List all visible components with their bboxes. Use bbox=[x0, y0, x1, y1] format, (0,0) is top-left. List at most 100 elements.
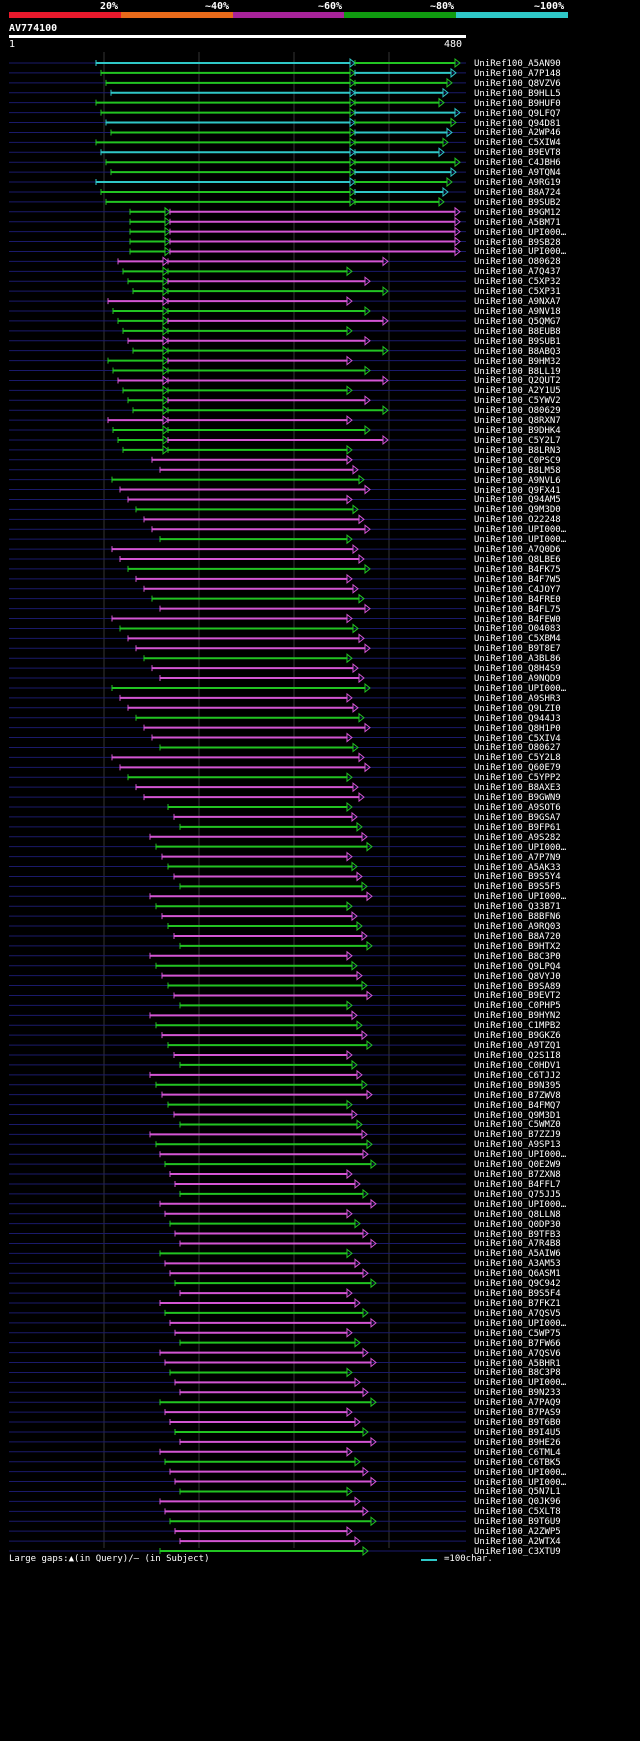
hit-label[interactable]: UniRef100_Q5QMG7 bbox=[474, 316, 561, 327]
hit-label[interactable]: UniRef100_B4FFL7 bbox=[474, 1179, 561, 1190]
hit-label[interactable]: UniRef100_B8BFN6 bbox=[474, 912, 561, 923]
hit-label[interactable]: UniRef100_Q9LFQ7 bbox=[474, 108, 561, 119]
hit-label[interactable]: UniRef100_O22248 bbox=[474, 515, 561, 526]
hit-label[interactable]: UniRef100_C5XIV4 bbox=[474, 733, 561, 744]
hit-label[interactable]: UniRef100_C5Y2L7 bbox=[474, 435, 561, 446]
hit-label[interactable]: UniRef100_Q0JK96 bbox=[474, 1497, 561, 1508]
hit-label[interactable]: UniRef100_O80628 bbox=[474, 257, 561, 268]
hit-label[interactable]: UniRef100_Q8VZV6 bbox=[474, 78, 561, 89]
hit-label[interactable]: UniRef100_A7P7N9 bbox=[474, 852, 561, 863]
hit-label[interactable]: UniRef100_Q2QUT2 bbox=[474, 376, 561, 387]
hit-label[interactable]: UniRef100_C4JBH6 bbox=[474, 158, 561, 169]
hit-label[interactable]: UniRef100_A9NQD9 bbox=[474, 674, 561, 685]
hit-label[interactable]: UniRef100_UPI000… bbox=[474, 1199, 567, 1210]
hit-label[interactable]: UniRef100_B4FL75 bbox=[474, 604, 561, 615]
hit-label[interactable]: UniRef100_A9NVL6 bbox=[474, 475, 561, 486]
hit-label[interactable]: UniRef100_C0PHP5 bbox=[474, 1001, 561, 1012]
hit-label[interactable]: UniRef100_B7FW66 bbox=[474, 1338, 561, 1349]
hit-label[interactable]: UniRef100_O04083 bbox=[474, 624, 561, 635]
hit-label[interactable]: UniRef100_B8LM58 bbox=[474, 465, 561, 476]
hit-label[interactable]: UniRef100_UPI000… bbox=[474, 247, 567, 258]
hit-label[interactable]: UniRef100_B9HE26 bbox=[474, 1437, 561, 1448]
hit-label[interactable]: UniRef100_B9S5Y4 bbox=[474, 872, 561, 883]
hit-label[interactable]: UniRef100_B9HM32 bbox=[474, 356, 561, 367]
hit-label[interactable]: UniRef100_B7ZZJ9 bbox=[474, 1130, 561, 1141]
hit-label[interactable]: UniRef100_C5WMZ0 bbox=[474, 1120, 561, 1131]
hit-label[interactable]: UniRef100_B4FMQ7 bbox=[474, 1100, 561, 1111]
hit-label[interactable]: UniRef100_Q9M3D0 bbox=[474, 505, 561, 516]
hit-label[interactable]: UniRef100_A7PAQ9 bbox=[474, 1398, 561, 1409]
hit-label[interactable]: UniRef100_C0PSC9 bbox=[474, 455, 561, 466]
hit-label[interactable]: UniRef100_C6TBK5 bbox=[474, 1457, 561, 1468]
hit-label[interactable]: UniRef100_B9I4U5 bbox=[474, 1427, 561, 1438]
hit-label[interactable]: UniRef100_B4FEW0 bbox=[474, 614, 561, 625]
hit-label[interactable]: UniRef100_B9T6B0 bbox=[474, 1418, 561, 1429]
hit-label[interactable]: UniRef100_B9N395 bbox=[474, 1080, 561, 1091]
hit-label[interactable]: UniRef100_Q8VYJ0 bbox=[474, 971, 561, 982]
hit-label[interactable]: UniRef100_B9GKZ6 bbox=[474, 1031, 561, 1042]
hit-label[interactable]: UniRef100_B4F7W5 bbox=[474, 574, 561, 585]
hit-label[interactable]: UniRef100_B7PAS9 bbox=[474, 1408, 561, 1419]
hit-label[interactable]: UniRef100_A2WP46 bbox=[474, 128, 561, 139]
hit-label[interactable]: UniRef100_A7P148 bbox=[474, 68, 561, 79]
hit-label[interactable]: UniRef100_Q33B71 bbox=[474, 902, 561, 913]
hit-label[interactable]: UniRef100_A7R4B8 bbox=[474, 1239, 561, 1250]
hit-label[interactable]: UniRef100_B9N233 bbox=[474, 1388, 561, 1399]
hit-label[interactable]: UniRef100_A9TQN4 bbox=[474, 168, 561, 179]
hit-label[interactable]: UniRef100_A5AN90 bbox=[474, 59, 561, 69]
hit-label[interactable]: UniRef100_C1MPB2 bbox=[474, 1021, 561, 1032]
hit-label[interactable]: UniRef100_O80627 bbox=[474, 743, 561, 754]
hit-label[interactable]: UniRef100_A3AM53 bbox=[474, 1259, 561, 1270]
hit-label[interactable]: UniRef100_A9SHR3 bbox=[474, 693, 561, 704]
hit-label[interactable]: UniRef100_B9SA89 bbox=[474, 981, 561, 992]
hit-label[interactable]: UniRef100_B8LRN3 bbox=[474, 445, 561, 456]
hit-label[interactable]: UniRef100_Q9FX41 bbox=[474, 485, 561, 496]
hit-label[interactable]: UniRef100_Q5N7L1 bbox=[474, 1487, 561, 1498]
hit-label[interactable]: UniRef100_C5XLT8 bbox=[474, 1507, 561, 1518]
hit-label[interactable]: UniRef100_UPI000… bbox=[474, 535, 567, 546]
hit-label[interactable]: UniRef100_Q9C942 bbox=[474, 1279, 561, 1290]
hit-label[interactable]: UniRef100_C0HDV1 bbox=[474, 1060, 561, 1071]
hit-label[interactable]: UniRef100_B9HLL5 bbox=[474, 88, 561, 99]
hit-label[interactable]: UniRef100_A2WTX4 bbox=[474, 1537, 561, 1548]
hit-label[interactable]: UniRef100_B9GM12 bbox=[474, 207, 561, 218]
hit-label[interactable]: UniRef100_UPI000… bbox=[474, 227, 567, 238]
hit-label[interactable]: UniRef100_O80629 bbox=[474, 406, 561, 417]
hit-label[interactable]: UniRef100_Q94AM5 bbox=[474, 495, 561, 506]
hit-label[interactable]: UniRef100_B9S5F5 bbox=[474, 882, 561, 893]
hit-label[interactable]: UniRef100_B9SUB1 bbox=[474, 336, 561, 347]
hit-label[interactable]: UniRef100_Q8RXN7 bbox=[474, 416, 561, 427]
hit-label[interactable]: UniRef100_B8C3P8 bbox=[474, 1368, 561, 1379]
hit-label[interactable]: UniRef100_A7Q437 bbox=[474, 267, 561, 278]
hit-label[interactable]: UniRef100_B9GWN9 bbox=[474, 793, 561, 804]
hit-label[interactable]: UniRef100_A9SOT6 bbox=[474, 803, 561, 813]
hit-label[interactable]: UniRef100_B8LL19 bbox=[474, 366, 561, 377]
hit-label[interactable]: UniRef100_B8ABQ3 bbox=[474, 346, 561, 357]
hit-label[interactable]: UniRef100_B9SUB2 bbox=[474, 197, 561, 208]
hit-label[interactable]: UniRef100_B4FRE0 bbox=[474, 594, 561, 605]
hit-label[interactable]: UniRef100_B8A724 bbox=[474, 187, 561, 198]
hit-label[interactable]: UniRef100_B8A720 bbox=[474, 931, 561, 942]
hit-label[interactable]: UniRef100_Q8H1P0 bbox=[474, 723, 561, 734]
hit-label[interactable]: UniRef100_A2ZWP5 bbox=[474, 1527, 561, 1538]
hit-label[interactable]: UniRef100_B9T8E7 bbox=[474, 644, 561, 655]
hit-label[interactable]: UniRef100_B9EVT2 bbox=[474, 991, 561, 1002]
hit-label[interactable]: UniRef100_C5XIW4 bbox=[474, 138, 561, 149]
hit-label[interactable]: UniRef100_C5XP31 bbox=[474, 287, 561, 298]
hit-label[interactable]: UniRef100_B7ZXN8 bbox=[474, 1170, 561, 1181]
hit-label[interactable]: UniRef100_A5AIW6 bbox=[474, 1249, 561, 1260]
hit-label[interactable]: UniRef100_UPI000… bbox=[474, 842, 567, 853]
hit-label[interactable]: UniRef100_A5BHR1 bbox=[474, 1358, 561, 1369]
hit-label[interactable]: UniRef100_C4JOY7 bbox=[474, 584, 561, 595]
hit-label[interactable]: UniRef100_C5XP32 bbox=[474, 277, 561, 288]
hit-label[interactable]: UniRef100_B9S5F4 bbox=[474, 1289, 561, 1300]
hit-label[interactable]: UniRef100_Q9LPQ4 bbox=[474, 961, 561, 972]
hit-label[interactable]: UniRef100_Q8H4S9 bbox=[474, 664, 561, 675]
hit-label[interactable]: UniRef100_Q75JJ5 bbox=[474, 1189, 561, 1200]
hit-label[interactable]: UniRef100_C6TML4 bbox=[474, 1447, 561, 1458]
hit-label[interactable]: UniRef100_A3BL86 bbox=[474, 654, 561, 665]
hit-label[interactable]: UniRef100_B9HUF0 bbox=[474, 98, 561, 109]
hit-label[interactable]: UniRef100_B8EUB8 bbox=[474, 326, 561, 337]
hit-label[interactable]: UniRef100_A5BM71 bbox=[474, 217, 561, 228]
hit-label[interactable]: UniRef100_C6TJJ2 bbox=[474, 1070, 561, 1081]
